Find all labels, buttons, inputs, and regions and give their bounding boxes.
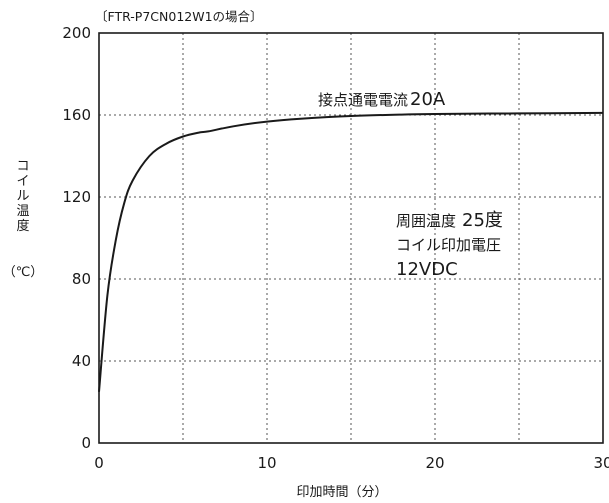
y-tick-label: 200 xyxy=(62,24,91,42)
coil-voltage-label: コイル印加電圧 xyxy=(396,236,501,254)
plot-frame xyxy=(98,32,604,444)
y-axis-title-char: コ xyxy=(16,159,29,174)
chart-subtitle: 〔FTR-P7CN012W1の場合〕 xyxy=(95,9,263,24)
tick-labels: 0 40 80 120 160 200 0 10 20 30 xyxy=(62,24,609,472)
y-axis-title-char: 度 xyxy=(16,218,29,234)
temperature-curve xyxy=(98,111,604,392)
y-tick-label: 0 xyxy=(81,434,91,452)
x-tick-label: 0 xyxy=(94,454,104,472)
x-axis-title: 印加時間（分） xyxy=(296,485,387,500)
y-tick-label: 80 xyxy=(72,270,91,288)
y-axis-title-char: 温 xyxy=(16,204,29,219)
y-tick-label: 160 xyxy=(62,106,91,124)
x-tick-label: 30 xyxy=(593,454,609,472)
current-annotation: 接点通電電流 20A xyxy=(318,89,446,110)
y-tick-label: 40 xyxy=(72,352,91,370)
y-axis-unit: （℃） xyxy=(3,265,44,280)
y-axis-title-char: ル xyxy=(16,189,29,204)
x-tick-label: 10 xyxy=(257,454,276,472)
ambient-temperature-annotation: 周囲温度 25度 xyxy=(396,210,503,231)
y-tick-label: 120 xyxy=(62,188,91,206)
coil-voltage-value: 12VDC xyxy=(396,259,458,280)
x-tick-label: 20 xyxy=(425,454,444,472)
y-axis-title-char: イ xyxy=(16,174,29,189)
